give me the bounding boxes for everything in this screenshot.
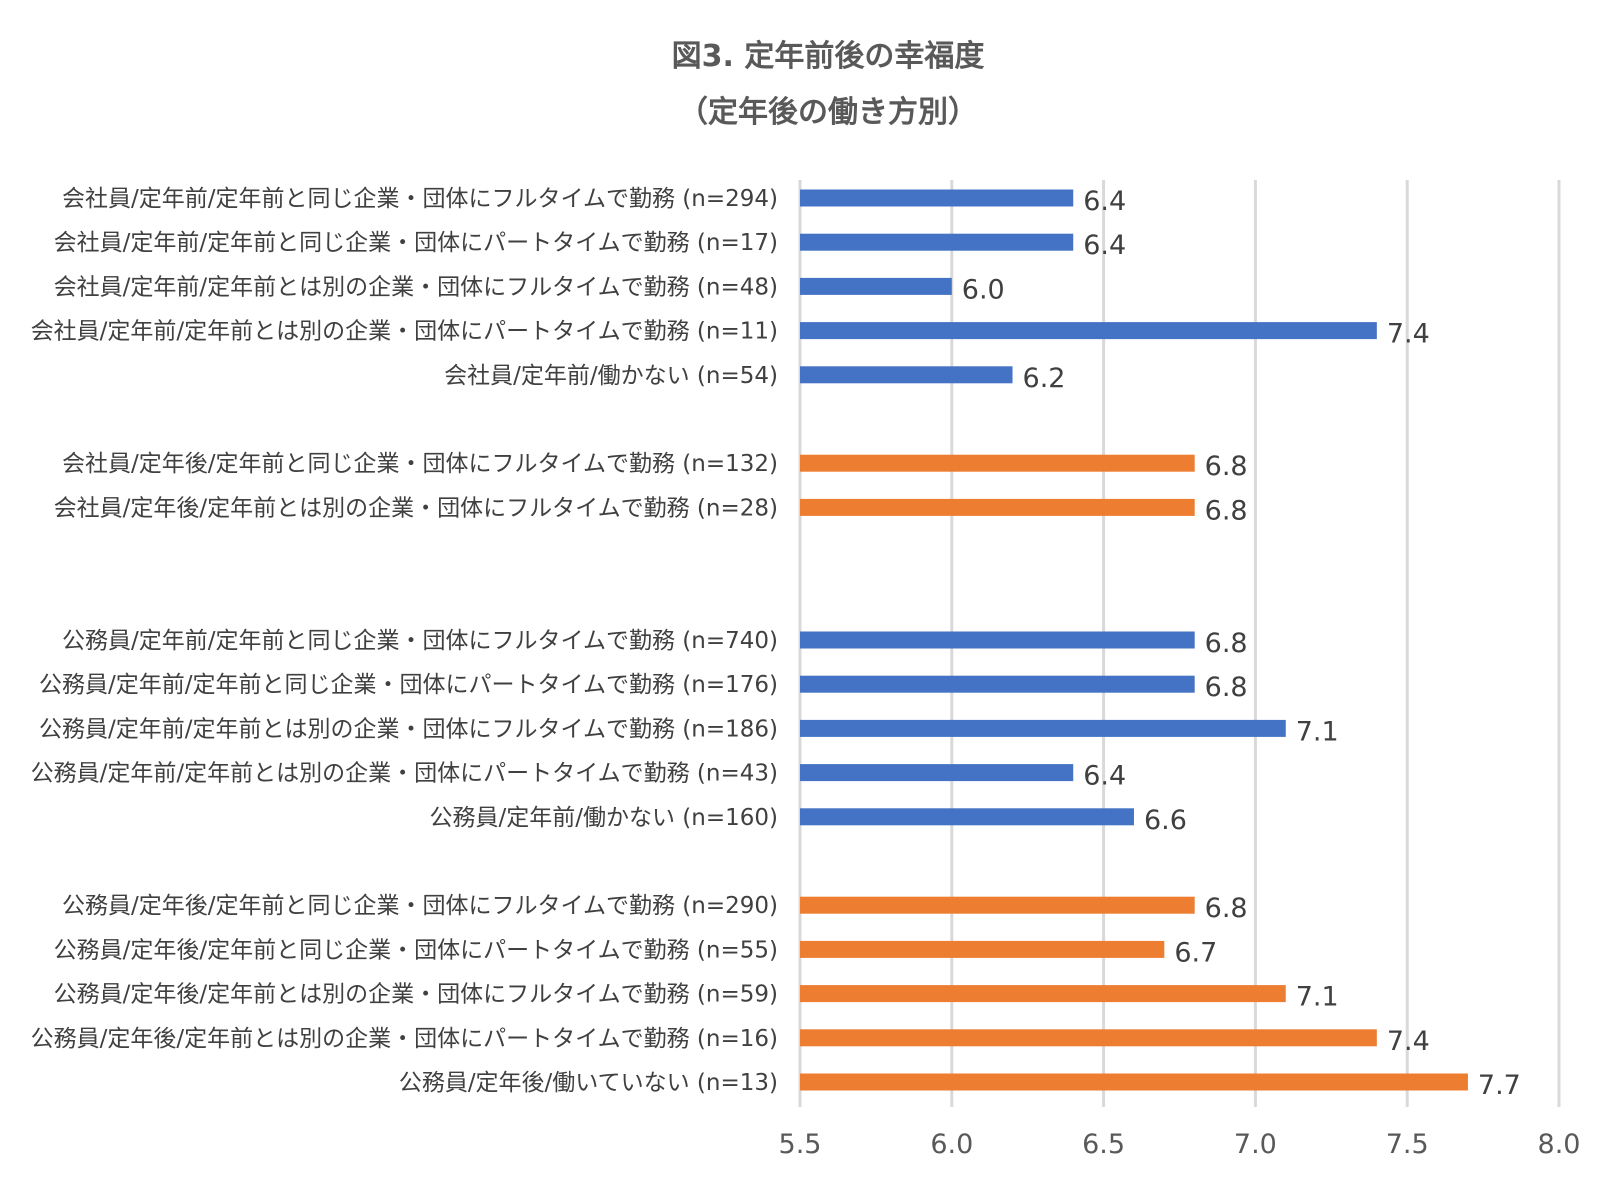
category-label: 会社員/定年前/定年前と同じ企業・団体にパートタイムで勤務 (n=17) — [54, 230, 778, 256]
chart-title: 図3. 定年前後の幸福度 — [672, 39, 985, 74]
category-label: 会社員/定年後/定年前と同じ企業・団体にフルタイムで勤務 (n=132) — [62, 451, 778, 477]
category-label: 公務員/定年前/定年前とは別の企業・団体にフルタイムで勤務 (n=186) — [39, 716, 778, 742]
bar-before — [800, 233, 1074, 251]
data-label: 7.1 — [1296, 982, 1339, 1013]
bar-after — [800, 498, 1195, 516]
x-tick-label: 7.5 — [1386, 1129, 1429, 1160]
category-label: 会社員/定年前/定年前とは別の企業・団体にパートタイムで勤務 (n=11) — [31, 319, 778, 345]
bar-after — [800, 1073, 1468, 1091]
bar-after — [800, 454, 1195, 472]
bar-after — [800, 940, 1165, 958]
bar-after — [800, 1029, 1377, 1047]
data-label: 6.4 — [1083, 186, 1126, 217]
data-label: 7.1 — [1296, 716, 1339, 747]
data-label: 6.7 — [1174, 937, 1217, 968]
data-label: 7.4 — [1387, 319, 1430, 350]
x-tick-label: 6.0 — [930, 1129, 973, 1160]
chart-subtitle: （定年後の働き方別） — [678, 95, 978, 130]
category-label: 会社員/定年後/定年前とは別の企業・団体にフルタイムで勤務 (n=28) — [54, 495, 778, 521]
category-label: 公務員/定年後/定年前とは別の企業・団体にパートタイムで勤務 (n=16) — [31, 1026, 778, 1052]
data-label: 6.8 — [1205, 893, 1248, 924]
data-label: 6.8 — [1205, 451, 1248, 482]
category-label: 公務員/定年前/定年前と同じ企業・団体にフルタイムで勤務 (n=740) — [62, 628, 778, 654]
data-label: 6.2 — [1023, 363, 1066, 394]
bar-after — [800, 896, 1195, 914]
bar-before — [800, 764, 1074, 782]
bar-before — [800, 631, 1195, 649]
category-label: 公務員/定年前/定年前とは別の企業・団体にパートタイムで勤務 (n=43) — [31, 761, 778, 787]
data-label: 6.4 — [1083, 230, 1126, 261]
bar-before — [800, 277, 952, 295]
bar-before — [800, 719, 1286, 737]
category-label: 公務員/定年後/定年前とは別の企業・団体にフルタイムで勤務 (n=59) — [54, 982, 778, 1008]
category-label: 公務員/定年後/定年前と同じ企業・団体にフルタイムで勤務 (n=290) — [62, 893, 778, 919]
bar-after — [800, 985, 1286, 1003]
bar-before — [800, 322, 1377, 340]
bar-before — [800, 808, 1134, 826]
category-label: 公務員/定年後/定年前と同じ企業・団体にパートタイムで勤務 (n=55) — [54, 937, 778, 963]
x-tick-label: 7.0 — [1234, 1129, 1277, 1160]
data-label: 6.0 — [962, 274, 1005, 305]
data-label: 6.8 — [1205, 672, 1248, 703]
data-label: 7.4 — [1387, 1026, 1430, 1057]
category-label: 公務員/定年後/働いていない (n=13) — [399, 1070, 778, 1096]
data-label: 6.8 — [1205, 495, 1248, 526]
x-tick-label: 5.5 — [779, 1129, 822, 1160]
category-label: 会社員/定年前/定年前とは別の企業・団体にフルタイムで勤務 (n=48) — [54, 274, 778, 300]
category-label: 公務員/定年前/働かない (n=160) — [429, 805, 778, 831]
bar-before — [800, 366, 1013, 384]
data-label: 6.6 — [1144, 805, 1187, 836]
category-label: 会社員/定年前/働かない (n=54) — [444, 363, 778, 389]
data-label: 6.8 — [1205, 628, 1248, 659]
data-label: 6.4 — [1083, 761, 1126, 792]
x-tick-label: 6.5 — [1082, 1129, 1125, 1160]
x-tick-label: 8.0 — [1538, 1129, 1581, 1160]
bar-before — [800, 675, 1195, 693]
data-label: 7.7 — [1478, 1070, 1521, 1101]
category-label: 公務員/定年前/定年前と同じ企業・団体にパートタイムで勤務 (n=176) — [39, 672, 778, 698]
bar-before — [800, 189, 1074, 207]
category-label: 会社員/定年前/定年前と同じ企業・団体にフルタイムで勤務 (n=294) — [62, 186, 778, 212]
